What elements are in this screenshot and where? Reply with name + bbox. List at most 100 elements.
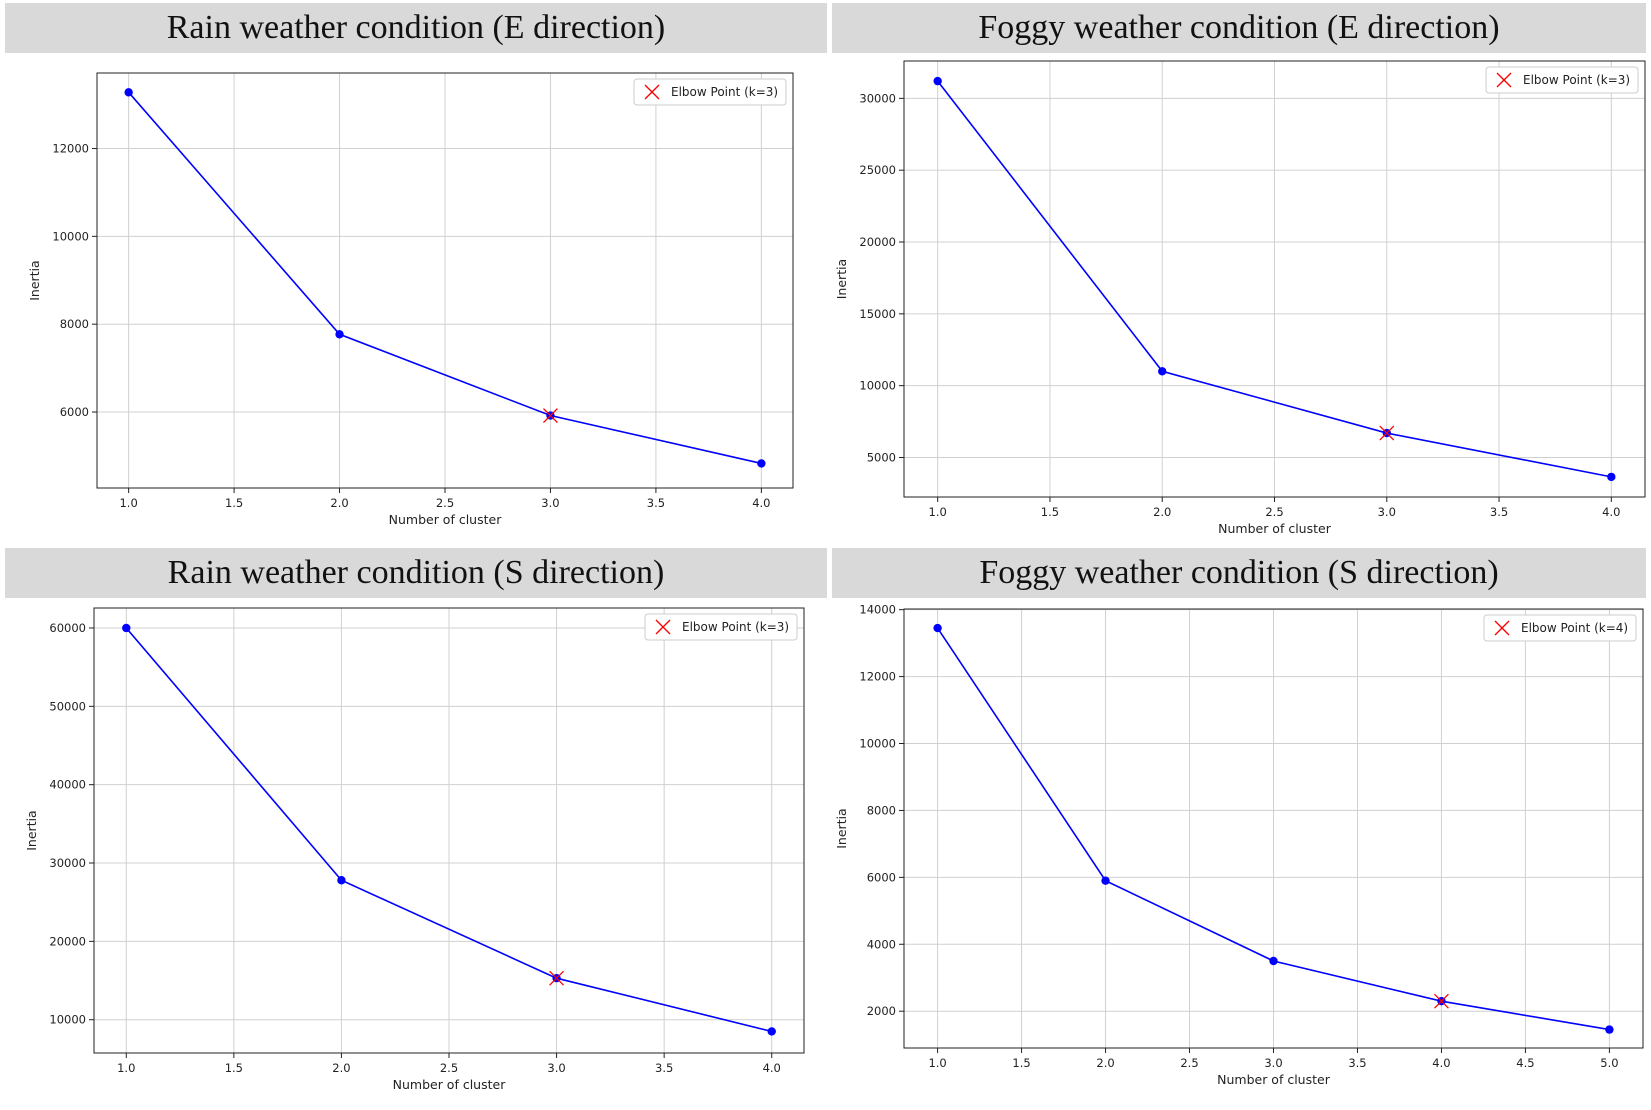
- elbow-marker-stroke: [542, 408, 558, 423]
- x-tick-label: 2.5: [440, 1061, 458, 1075]
- y-axis-label: Inertia: [27, 260, 42, 300]
- y-tick-label: 30000: [859, 91, 896, 105]
- legend: Elbow Point (k=3): [633, 78, 787, 106]
- panel-title-rain-e: Rain weather condition (E direction): [5, 3, 827, 53]
- x-tick-label: 1.5: [225, 496, 243, 510]
- x-tick-label: 2.5: [1180, 1056, 1198, 1070]
- x-axis-label: Number of cluster: [1217, 1072, 1331, 1087]
- series-line: [125, 627, 772, 1033]
- x-tick-label: 3.5: [1348, 1056, 1366, 1070]
- data-point: [124, 88, 133, 97]
- y-tick-label: 20000: [859, 235, 896, 249]
- data-point: [933, 623, 942, 633]
- y-axis-label: Inertia: [834, 259, 849, 299]
- x-tick-label: 2.0: [1153, 505, 1171, 519]
- legend-label: Elbow Point (k=3): [682, 620, 789, 634]
- legend-label: Elbow Point (k=3): [671, 85, 778, 99]
- y-tick-label: 8000: [60, 317, 89, 331]
- y-tick-label: 14000: [859, 603, 896, 617]
- y-tick-label: 6000: [60, 405, 89, 419]
- x-tick-label: 5.0: [1600, 1056, 1618, 1070]
- data-point: [1269, 956, 1278, 966]
- elbow-point-marker: [542, 408, 558, 423]
- x-tick-label: 3.5: [1490, 505, 1508, 519]
- x-tick-label: 3.0: [1378, 505, 1396, 519]
- y-tick-label: 10000: [859, 379, 896, 393]
- x-tick-label: 4.0: [752, 496, 770, 510]
- legend-marker-stroke: [1494, 620, 1510, 636]
- panel-title-foggy-s: Foggy weather condition (S direction): [832, 548, 1646, 598]
- x-tick-label: 2.0: [330, 496, 348, 510]
- x-tick-label: 2.5: [1265, 505, 1283, 519]
- y-tick-label: 30000: [49, 856, 86, 870]
- elbow-point-marker: [1379, 425, 1395, 441]
- legend-box: [633, 78, 787, 106]
- x-tick-label: 4.0: [1432, 1056, 1450, 1070]
- legend-box: [644, 613, 798, 641]
- y-tick-label: 2000: [867, 1004, 896, 1018]
- y-tick-label: 6000: [867, 870, 896, 884]
- y-tick-label: 12000: [52, 142, 89, 156]
- data-point: [1101, 876, 1110, 885]
- x-tick-label: 3.5: [655, 1061, 673, 1075]
- legend: Elbow Point (k=3): [1485, 66, 1639, 94]
- data-point: [767, 1027, 776, 1036]
- elbow-point-marker: [1433, 993, 1449, 1009]
- x-tick-label: 3.5: [647, 496, 665, 510]
- data-point: [1158, 367, 1167, 376]
- x-axis-label: Number of cluster: [393, 1077, 507, 1092]
- y-tick-label: 8000: [867, 803, 896, 817]
- series-line: [937, 80, 1612, 478]
- series-line: [128, 91, 762, 465]
- y-axis-label: Inertia: [24, 810, 39, 850]
- data-point: [757, 459, 766, 468]
- data-point: [335, 330, 344, 339]
- x-tick-label: 1.0: [117, 1061, 135, 1075]
- data-point: [1607, 472, 1616, 482]
- x-tick-label: 2.0: [332, 1061, 350, 1075]
- x-tick-label: 1.5: [1012, 1056, 1030, 1070]
- x-tick-label: 1.0: [929, 505, 947, 519]
- x-tick-label: 1.0: [119, 496, 137, 510]
- legend: Elbow Point (k=4): [1483, 614, 1637, 642]
- legend: Elbow Point (k=3): [644, 613, 798, 641]
- x-tick-label: 4.0: [1602, 505, 1620, 519]
- x-axis-label: Number of cluster: [389, 512, 503, 527]
- elbow-marker-stroke: [1379, 425, 1395, 441]
- y-tick-label: 4000: [867, 937, 896, 951]
- x-tick-label: 2.0: [1096, 1056, 1114, 1070]
- legend-label: Elbow Point (k=3): [1523, 73, 1630, 87]
- y-tick-label: 10000: [859, 737, 896, 751]
- y-tick-label: 12000: [859, 670, 896, 684]
- y-tick-label: 25000: [859, 163, 896, 177]
- x-tick-label: 3.0: [547, 1061, 565, 1075]
- data-point: [122, 623, 131, 633]
- x-tick-label: 3.0: [541, 496, 559, 510]
- y-tick-label: 5000: [867, 450, 896, 464]
- y-tick-label: 15000: [859, 307, 896, 321]
- legend-box: [1485, 66, 1639, 94]
- elbow-point-marker: [549, 970, 565, 986]
- legend-marker-stroke: [655, 619, 671, 635]
- x-tick-label: 3.0: [1264, 1056, 1282, 1070]
- y-tick-label: 10000: [52, 229, 89, 243]
- x-tick-label: 1.0: [928, 1056, 946, 1070]
- panel-title-foggy-e: Foggy weather condition (E direction): [832, 3, 1646, 53]
- panel-title-rain-s: Rain weather condition (S direction): [5, 548, 827, 598]
- data-point: [933, 76, 942, 86]
- x-tick-label: 4.5: [1516, 1056, 1534, 1070]
- y-tick-label: 50000: [49, 699, 86, 713]
- data-point: [1605, 1025, 1614, 1034]
- y-tick-label: 20000: [49, 934, 86, 948]
- legend-marker-stroke: [1496, 72, 1512, 88]
- x-axis-label: Number of cluster: [1218, 521, 1332, 536]
- elbow-marker-stroke: [1433, 993, 1449, 1009]
- legend-box: [1483, 614, 1637, 642]
- data-point: [337, 876, 346, 885]
- y-tick-label: 40000: [49, 778, 86, 792]
- x-tick-label: 2.5: [436, 496, 454, 510]
